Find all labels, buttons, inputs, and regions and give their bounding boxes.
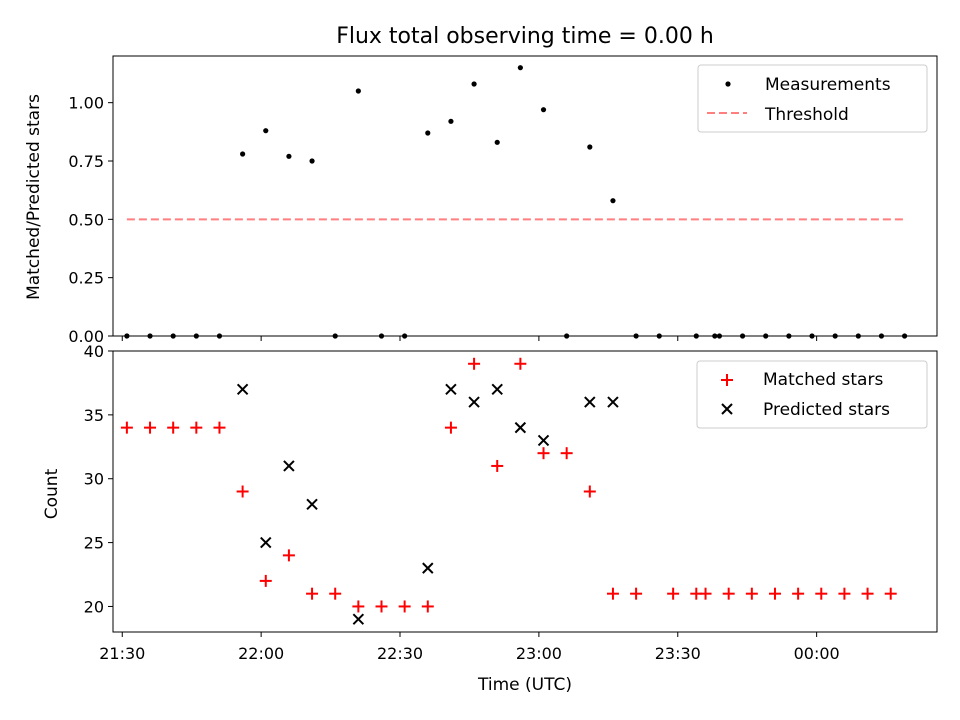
top-y-tick-label: 0.25 (68, 269, 104, 288)
legend-label-matched: Matched stars (763, 370, 883, 390)
matched-star-point (491, 459, 504, 472)
predicted-star-point (283, 460, 295, 472)
x-tick-label: 22:30 (377, 644, 423, 663)
top-y-tick-label: 0.00 (68, 327, 104, 346)
matched-star-point (861, 587, 874, 600)
matched-star-point (838, 587, 851, 600)
ratio-panel: Flux total observing time = 0.00 h 0.00 0… (24, 24, 938, 346)
predicted-star-point (260, 536, 272, 549)
predicted-star-point (537, 434, 550, 447)
matched-star-point (537, 447, 550, 460)
matched-star-point (699, 587, 712, 600)
matched-star-point (768, 587, 781, 600)
predicted-star-point (584, 396, 596, 408)
measurement-point (471, 81, 477, 87)
matched-star-point (259, 574, 272, 587)
matched-star-point (444, 421, 457, 434)
legend-marker-matched (721, 374, 733, 386)
matched-star-point (306, 587, 319, 600)
matched-star-point (352, 600, 365, 613)
legend-label-threshold: Threshold (764, 105, 849, 125)
x-tick-label: 23:30 (655, 644, 701, 663)
matched-star-point (884, 587, 897, 600)
measurement-point (309, 158, 315, 164)
matched-star-point (167, 421, 180, 434)
predicted-star-point (422, 562, 434, 574)
matched-star-point (560, 447, 573, 460)
matched-star-point (606, 587, 619, 600)
matched-star-point (468, 357, 481, 370)
matched-star-point (514, 357, 527, 370)
matched-star-point (144, 421, 157, 434)
matched-star-point (745, 587, 758, 600)
matched-star-point (815, 587, 828, 600)
predicted-star-point (445, 383, 457, 396)
matched-star-point (329, 587, 342, 600)
measurement-point (494, 139, 500, 145)
matched-star-point (190, 421, 203, 434)
legend-marker-predicted (721, 403, 733, 415)
measurement-point (610, 198, 616, 204)
predicted-star-point (468, 396, 480, 408)
matched-star-point (421, 600, 434, 613)
bottom-y-tick-label: 35 (84, 406, 104, 425)
top-legend: Measurements Threshold (697, 64, 928, 133)
x-axis-label: Time (UTC) (477, 675, 572, 695)
matched-star-point (398, 600, 411, 613)
matched-star-point (213, 421, 226, 434)
matched-star-point (375, 600, 388, 613)
matched-star-point (792, 587, 805, 600)
measurement-point (286, 153, 292, 159)
bottom-axes-frame (112, 350, 938, 633)
legend-label-predicted: Predicted stars (763, 400, 890, 420)
matched-star-point (630, 587, 643, 600)
bottom-y-tick-label: 20 (84, 597, 104, 616)
legend-marker-measurements (725, 81, 731, 87)
matched-star-point (667, 587, 680, 600)
x-tick-label: 00:00 (794, 644, 840, 663)
predicted-star-point (514, 421, 527, 434)
matched-star-point (120, 421, 133, 434)
predicted-star-point (607, 396, 619, 408)
measurement-point (355, 88, 361, 94)
x-tick-label: 21:30 (99, 644, 145, 663)
top-y-tick-label: 1.00 (68, 94, 104, 113)
matched-star-point (722, 587, 735, 600)
measurement-point (263, 128, 269, 134)
measurement-point (587, 144, 593, 150)
legend-label-measurements: Measurements (765, 75, 891, 95)
bottom-legend: Matched stars Predicted stars (696, 360, 928, 429)
bottom-y-tick-label: 30 (84, 470, 104, 489)
count-panel: 20 25 30 35 40 21:30 22:00 22:30 23:00 23:30 00:0… (42, 342, 938, 695)
top-y-tick-label: 0.75 (68, 152, 104, 171)
predicted-star-point (306, 498, 318, 510)
x-tick-label: 22:00 (238, 644, 284, 663)
predicted-star-point (352, 613, 365, 625)
top-axes-frame (112, 55, 938, 337)
measurement-point (448, 118, 454, 124)
bottom-y-axis-label: Count (42, 468, 62, 519)
measurement-point (517, 65, 523, 71)
matched-star-point (236, 485, 249, 498)
measurement-point (425, 130, 431, 136)
measurement-point (540, 107, 547, 113)
top-y-axis-label: Matched/Predicted stars (24, 94, 44, 300)
bottom-y-tick-label: 25 (84, 534, 104, 553)
matched-star-point (282, 549, 295, 562)
measurement-point (240, 151, 246, 157)
x-tick-label: 23:00 (516, 644, 562, 663)
predicted-star-point (236, 383, 249, 396)
matched-star-point (583, 485, 596, 498)
chart-title: Flux total observing time = 0.00 h (336, 24, 714, 49)
bottom-y-tick-label: 40 (84, 342, 104, 361)
predicted-star-point (491, 383, 503, 396)
top-y-tick-label: 0.50 (68, 210, 104, 229)
